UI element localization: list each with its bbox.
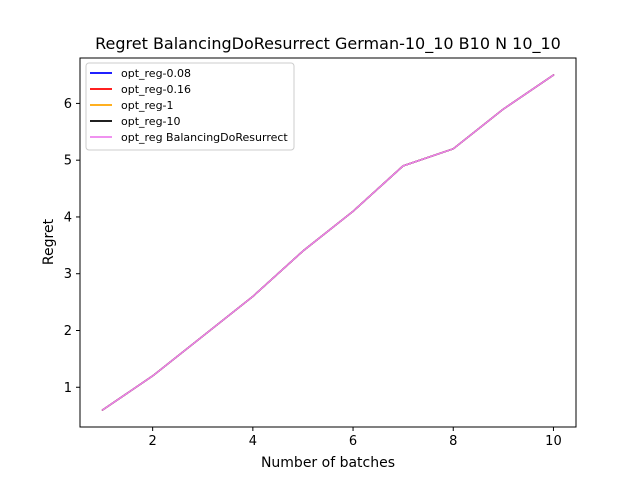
legend: opt_reg-0.08 opt_reg-0.16 opt_reg-1 opt_reg…	[85, 62, 295, 151]
x-tick-label: 4	[249, 434, 257, 449]
y-tick-label: 6	[64, 97, 72, 112]
legend-label-1: opt_reg-0.08	[121, 67, 191, 80]
x-tick-label: 8	[449, 434, 457, 449]
y-tick-label: 5	[64, 154, 72, 169]
axes-frame	[79, 57, 577, 428]
x-tick-label: 2	[149, 434, 157, 449]
y-tick-label: 4	[64, 210, 72, 225]
y-tick-label: 3	[64, 267, 72, 282]
legend-label-4: opt_reg-10	[121, 115, 181, 128]
x-axis: 2 4 6 8 10	[149, 427, 562, 449]
y-tick-label: 2	[64, 324, 72, 339]
legend-label-3: opt_reg-1	[121, 99, 174, 112]
y-tick-label: 1	[64, 381, 72, 396]
x-tick-label: 6	[349, 434, 357, 449]
legend-label-2: opt_reg-0.16	[121, 83, 191, 96]
y-axis: 1 2 3 4 5 6	[64, 97, 80, 396]
x-tick-label: 10	[545, 434, 562, 449]
chart-title: Regret BalancingDoResurrect German-10_10…	[95, 34, 561, 54]
plot-area	[101, 73, 555, 412]
legend-label-5: opt_reg BalancingDoResurrect	[121, 131, 288, 144]
y-axis-label: Regret	[41, 218, 57, 265]
x-axis-label: Number of batches	[261, 455, 395, 471]
legend-box	[85, 62, 295, 151]
series-line-5	[101, 73, 555, 412]
